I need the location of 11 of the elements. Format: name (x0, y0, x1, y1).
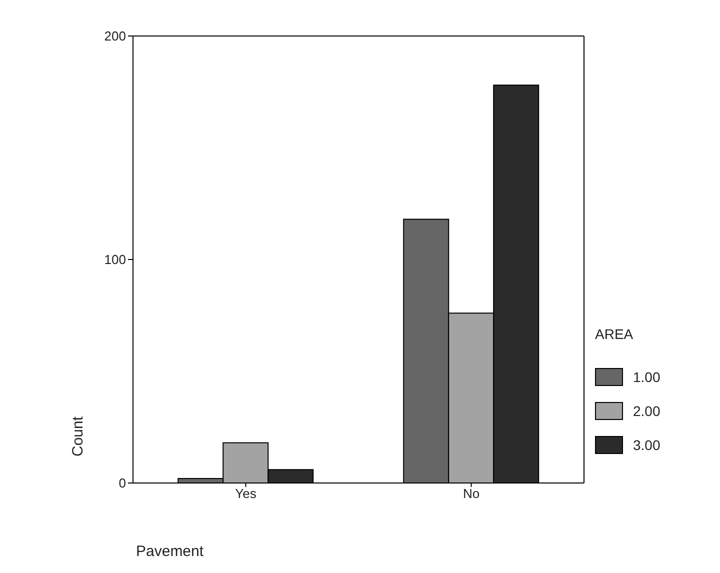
legend-label: 2.00 (633, 403, 660, 419)
legend-label: 1.00 (633, 369, 660, 385)
x-tick-label: No (462, 486, 480, 502)
y-tick-label: 200 (104, 28, 126, 44)
x-axis-title: Pavement (136, 543, 204, 560)
legend-label: 3.00 (633, 437, 660, 453)
y-axis-title: Count (70, 415, 86, 459)
y-tick-label: 0 (118, 476, 126, 491)
legend-title: AREA (595, 326, 634, 342)
x-tick-label: Yes (235, 486, 257, 502)
y-tick-label: 100 (104, 252, 126, 268)
